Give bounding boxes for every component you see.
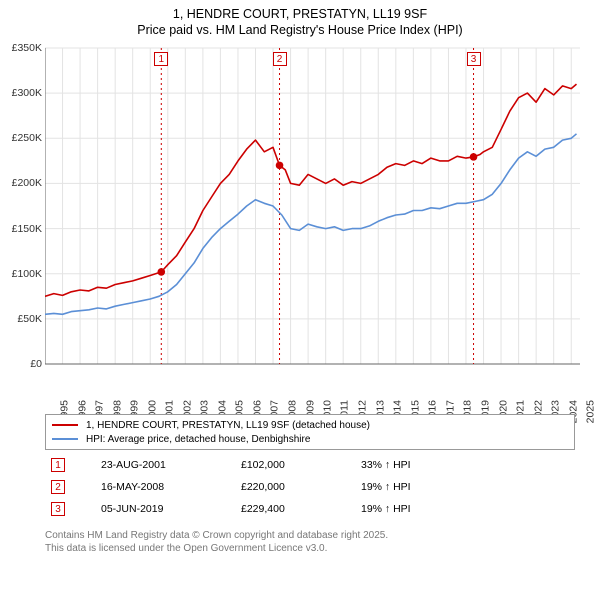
marker-date-2: 05-JUN-2019 [101,503,241,515]
y-tick-label: £300K [2,87,42,99]
legend-label-1: HPI: Average price, detached house, Denb… [86,434,310,445]
chart-plot-area [45,44,590,404]
x-tick-label: 2025 [585,400,597,423]
legend-item-0: 1, HENDRE COURT, PRESTATYN, LL19 9SF (de… [52,418,568,432]
marker-row-2: 3 05-JUN-2019 £229,400 19% ↑ HPI [45,498,575,520]
marker-price-1: £220,000 [241,481,361,493]
marker-num-0: 1 [51,458,65,472]
marker-diff-2: 19% ↑ HPI [361,503,481,515]
footer-attribution: Contains HM Land Registry data © Crown c… [45,530,575,555]
marker-price-2: £229,400 [241,503,361,515]
marker-diff-1: 19% ↑ HPI [361,481,481,493]
marker-table: 1 23-AUG-2001 £102,000 33% ↑ HPI 2 16-MA… [45,454,575,520]
marker-flag-2: 2 [273,52,287,66]
legend-item-1: HPI: Average price, detached house, Denb… [52,432,568,446]
marker-row-0: 1 23-AUG-2001 £102,000 33% ↑ HPI [45,454,575,476]
title-line-1: 1, HENDRE COURT, PRESTATYN, LL19 9SF [0,6,600,22]
y-tick-label: £50K [2,313,42,325]
marker-date-1: 16-MAY-2008 [101,481,241,493]
marker-date-0: 23-AUG-2001 [101,459,241,471]
marker-flag-3: 3 [467,52,481,66]
y-tick-label: £250K [2,132,42,144]
legend-swatch-0 [52,424,78,426]
y-tick-label: £200K [2,177,42,189]
y-tick-label: £150K [2,223,42,235]
y-tick-label: £350K [2,42,42,54]
title-line-2: Price paid vs. HM Land Registry's House … [0,22,600,38]
marker-price-0: £102,000 [241,459,361,471]
chart-svg [45,44,590,404]
legend-swatch-1 [52,438,78,440]
footer-line-1: Contains HM Land Registry data © Crown c… [45,530,575,543]
marker-flag-1: 1 [154,52,168,66]
legend-box: 1, HENDRE COURT, PRESTATYN, LL19 9SF (de… [45,414,575,450]
chart-title: 1, HENDRE COURT, PRESTATYN, LL19 9SF Pri… [0,0,600,39]
legend-label-0: 1, HENDRE COURT, PRESTATYN, LL19 9SF (de… [86,420,370,431]
marker-diff-0: 33% ↑ HPI [361,459,481,471]
marker-row-1: 2 16-MAY-2008 £220,000 19% ↑ HPI [45,476,575,498]
footer-line-2: This data is licensed under the Open Gov… [45,543,575,556]
y-tick-label: £100K [2,268,42,280]
marker-num-1: 2 [51,480,65,494]
y-tick-label: £0 [2,358,42,370]
marker-num-2: 3 [51,502,65,516]
